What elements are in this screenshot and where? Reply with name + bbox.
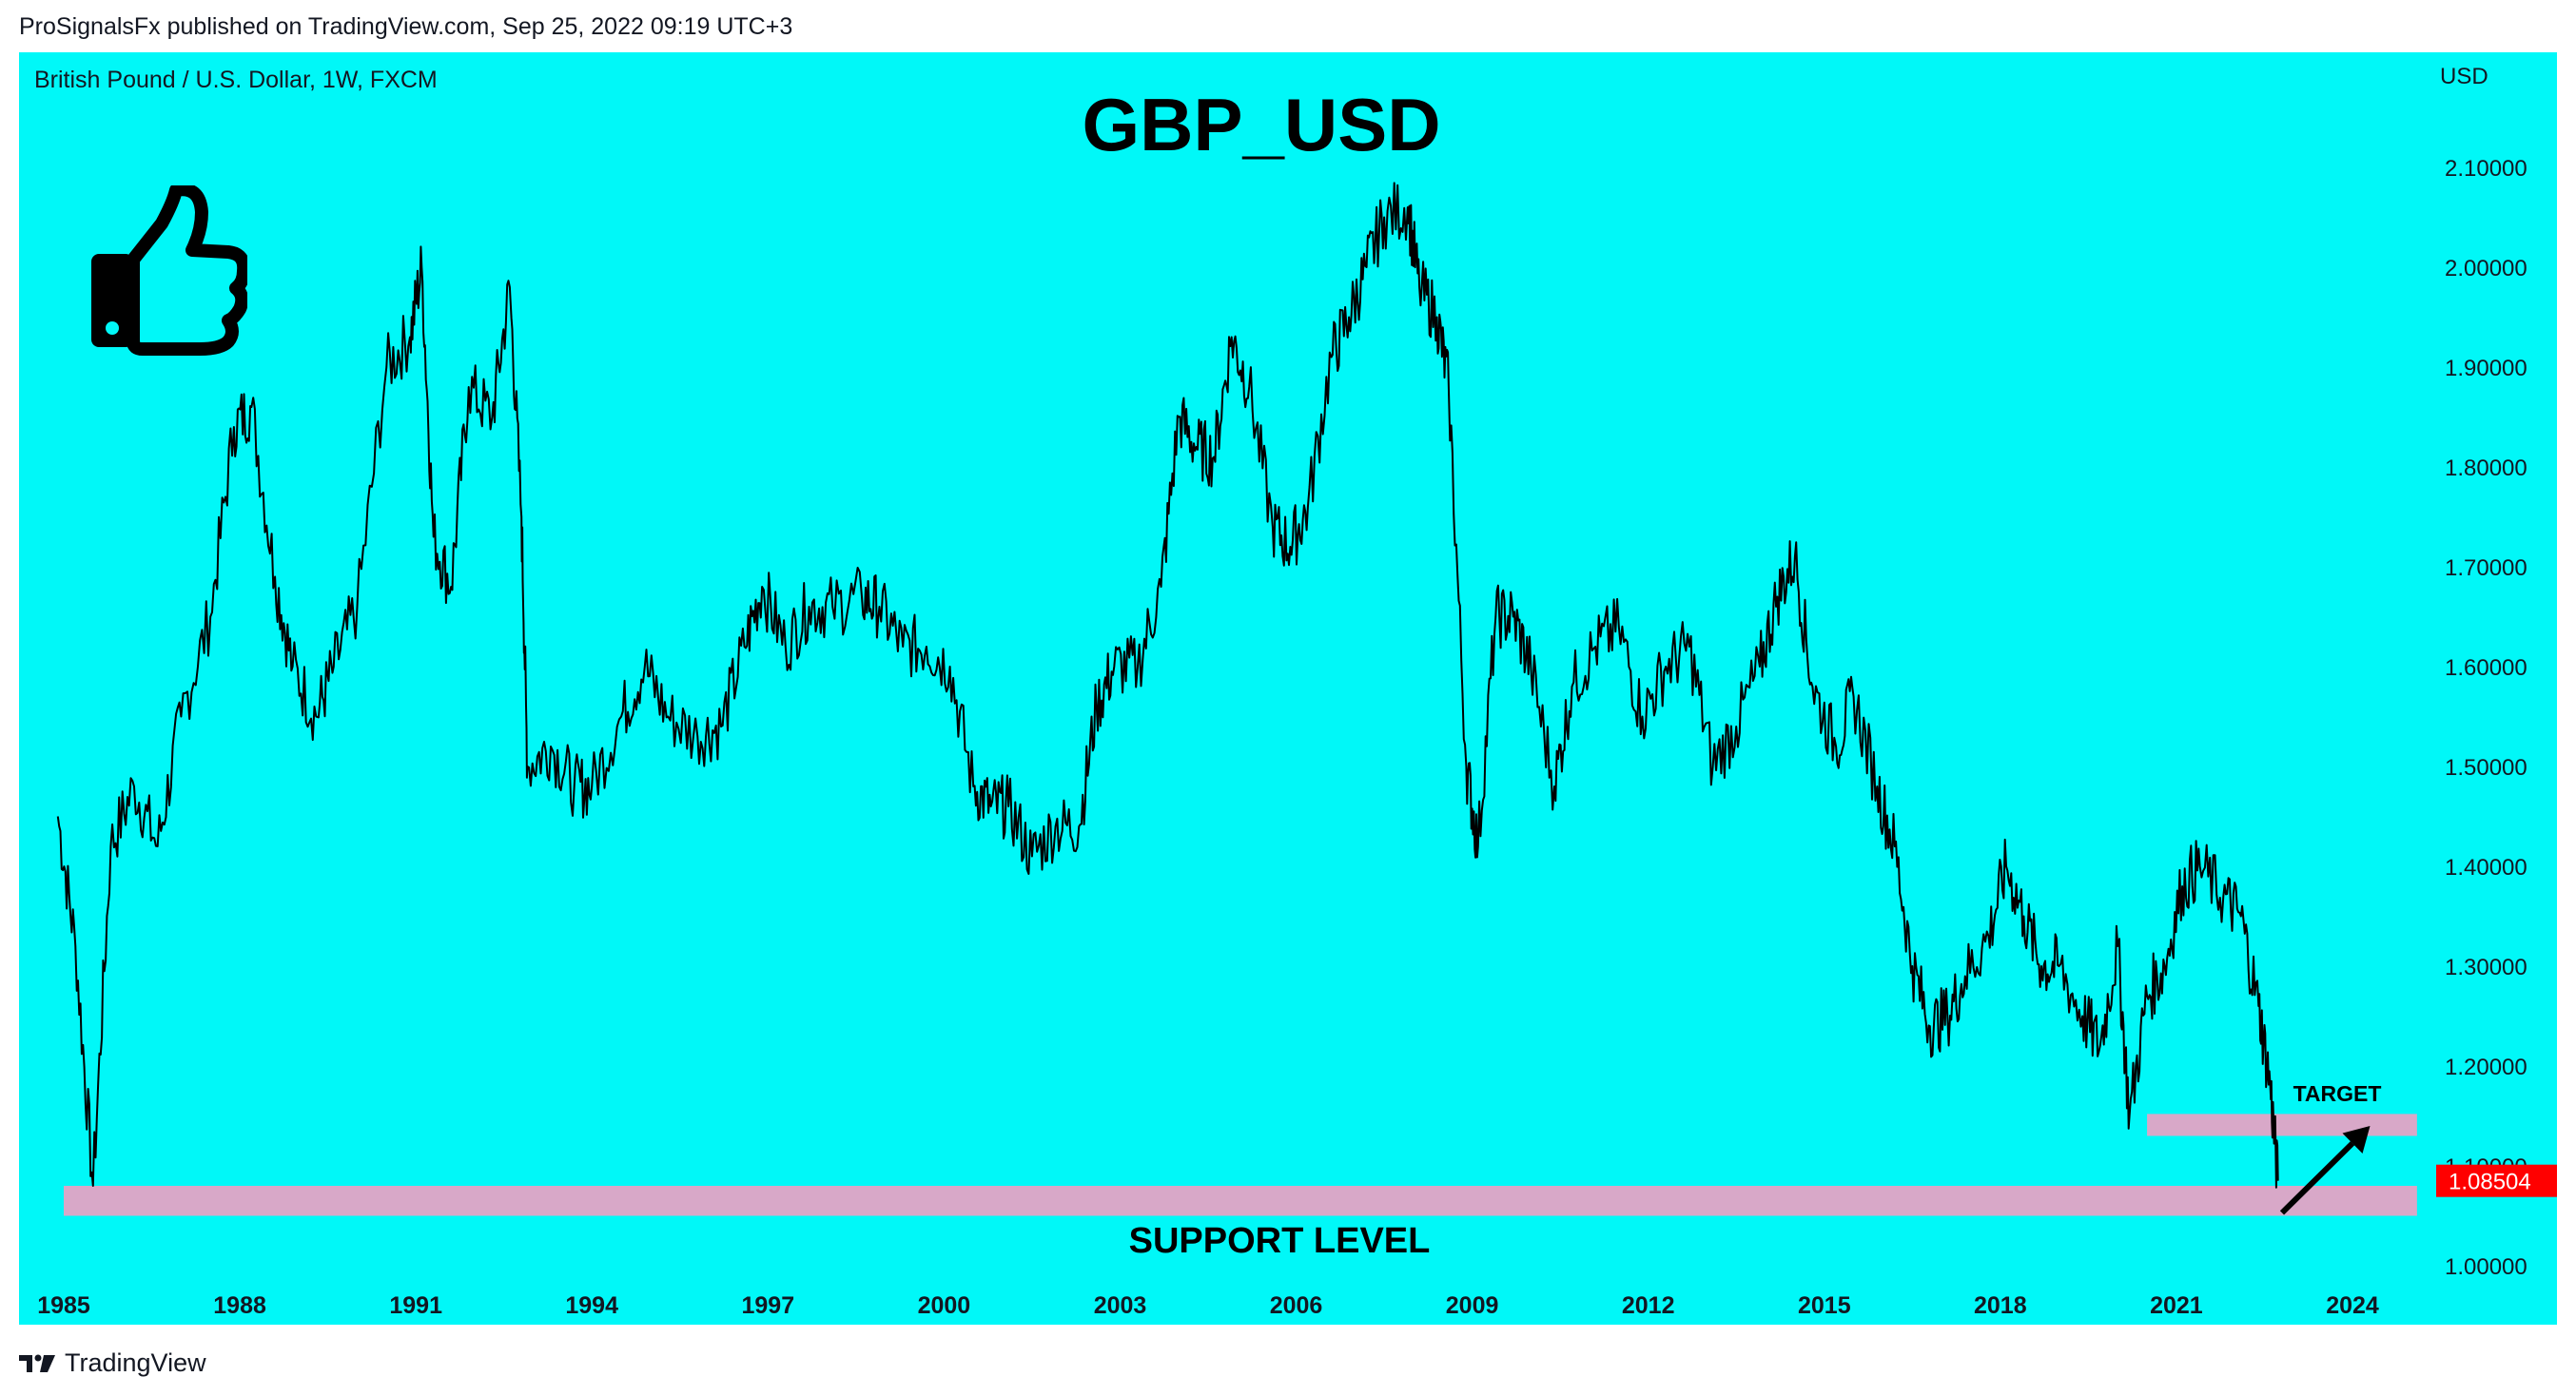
y-tick-label: 1.90000 [2445, 356, 2527, 381]
tradingview-logo-icon [19, 1354, 55, 1372]
price-chart[interactable]: British Pound / U.S. Dollar, 1W, FXCM US… [19, 52, 2557, 1325]
x-tick-label: 2006 [1270, 1292, 1323, 1319]
x-tick-label: 1997 [741, 1292, 794, 1319]
target-arrow-head [2342, 1126, 2371, 1154]
x-tick-label: 2024 [2326, 1292, 2379, 1319]
y-tick-label: 1.60000 [2445, 655, 2527, 681]
y-tick-label: 1.00000 [2445, 1254, 2527, 1280]
y-tick-label: 1.70000 [2445, 555, 2527, 581]
last-price-tag [2436, 1164, 2557, 1197]
publisher-line: ProSignalsFx published on TradingView.co… [19, 13, 793, 40]
y-tick-label: 1.30000 [2445, 955, 2527, 980]
chart-area[interactable]: British Pound / U.S. Dollar, 1W, FXCM US… [19, 52, 2557, 1325]
y-tick-label: 1.20000 [2445, 1055, 2527, 1080]
y-tick-label: 2.00000 [2445, 256, 2527, 281]
y-tick-label: 2.10000 [2445, 156, 2527, 182]
symbol-info: British Pound / U.S. Dollar, 1W, FXCM [34, 67, 438, 93]
target-label: TARGET [2293, 1081, 2382, 1106]
x-tick-label: 1991 [389, 1292, 442, 1319]
target-zone [2147, 1114, 2417, 1136]
target-arrow-shaft [2279, 1141, 2355, 1215]
tradingview-footer[interactable]: TradingView [19, 1348, 206, 1378]
y-tick-label: 1.40000 [2445, 855, 2527, 881]
x-tick-label: 1985 [37, 1292, 90, 1319]
price-line [56, 182, 2279, 1189]
tradingview-brand: TradingView [65, 1348, 206, 1377]
thumbs-up-icon [86, 183, 251, 361]
y-tick-label: 1.80000 [2445, 456, 2527, 481]
x-tick-label: 2021 [2150, 1292, 2203, 1319]
x-tick-label: 2018 [1974, 1292, 2027, 1319]
last-price-value: 1.08504 [2449, 1170, 2531, 1195]
x-tick-label: 2015 [1798, 1292, 1851, 1319]
currency-label: USD [2440, 64, 2488, 89]
x-tick-label: 2009 [1446, 1292, 1499, 1319]
chart-title: GBP_USD [1082, 83, 1440, 166]
x-tick-label: 2000 [918, 1292, 971, 1319]
x-tick-label: 1988 [213, 1292, 266, 1319]
x-tick-label: 2003 [1094, 1292, 1147, 1319]
y-tick-label: 1.50000 [2445, 755, 2527, 781]
x-tick-label: 2012 [1622, 1292, 1675, 1319]
support-level-label: SUPPORT LEVEL [1129, 1221, 1431, 1261]
support-zone [64, 1186, 2417, 1216]
x-tick-label: 1994 [565, 1292, 618, 1319]
